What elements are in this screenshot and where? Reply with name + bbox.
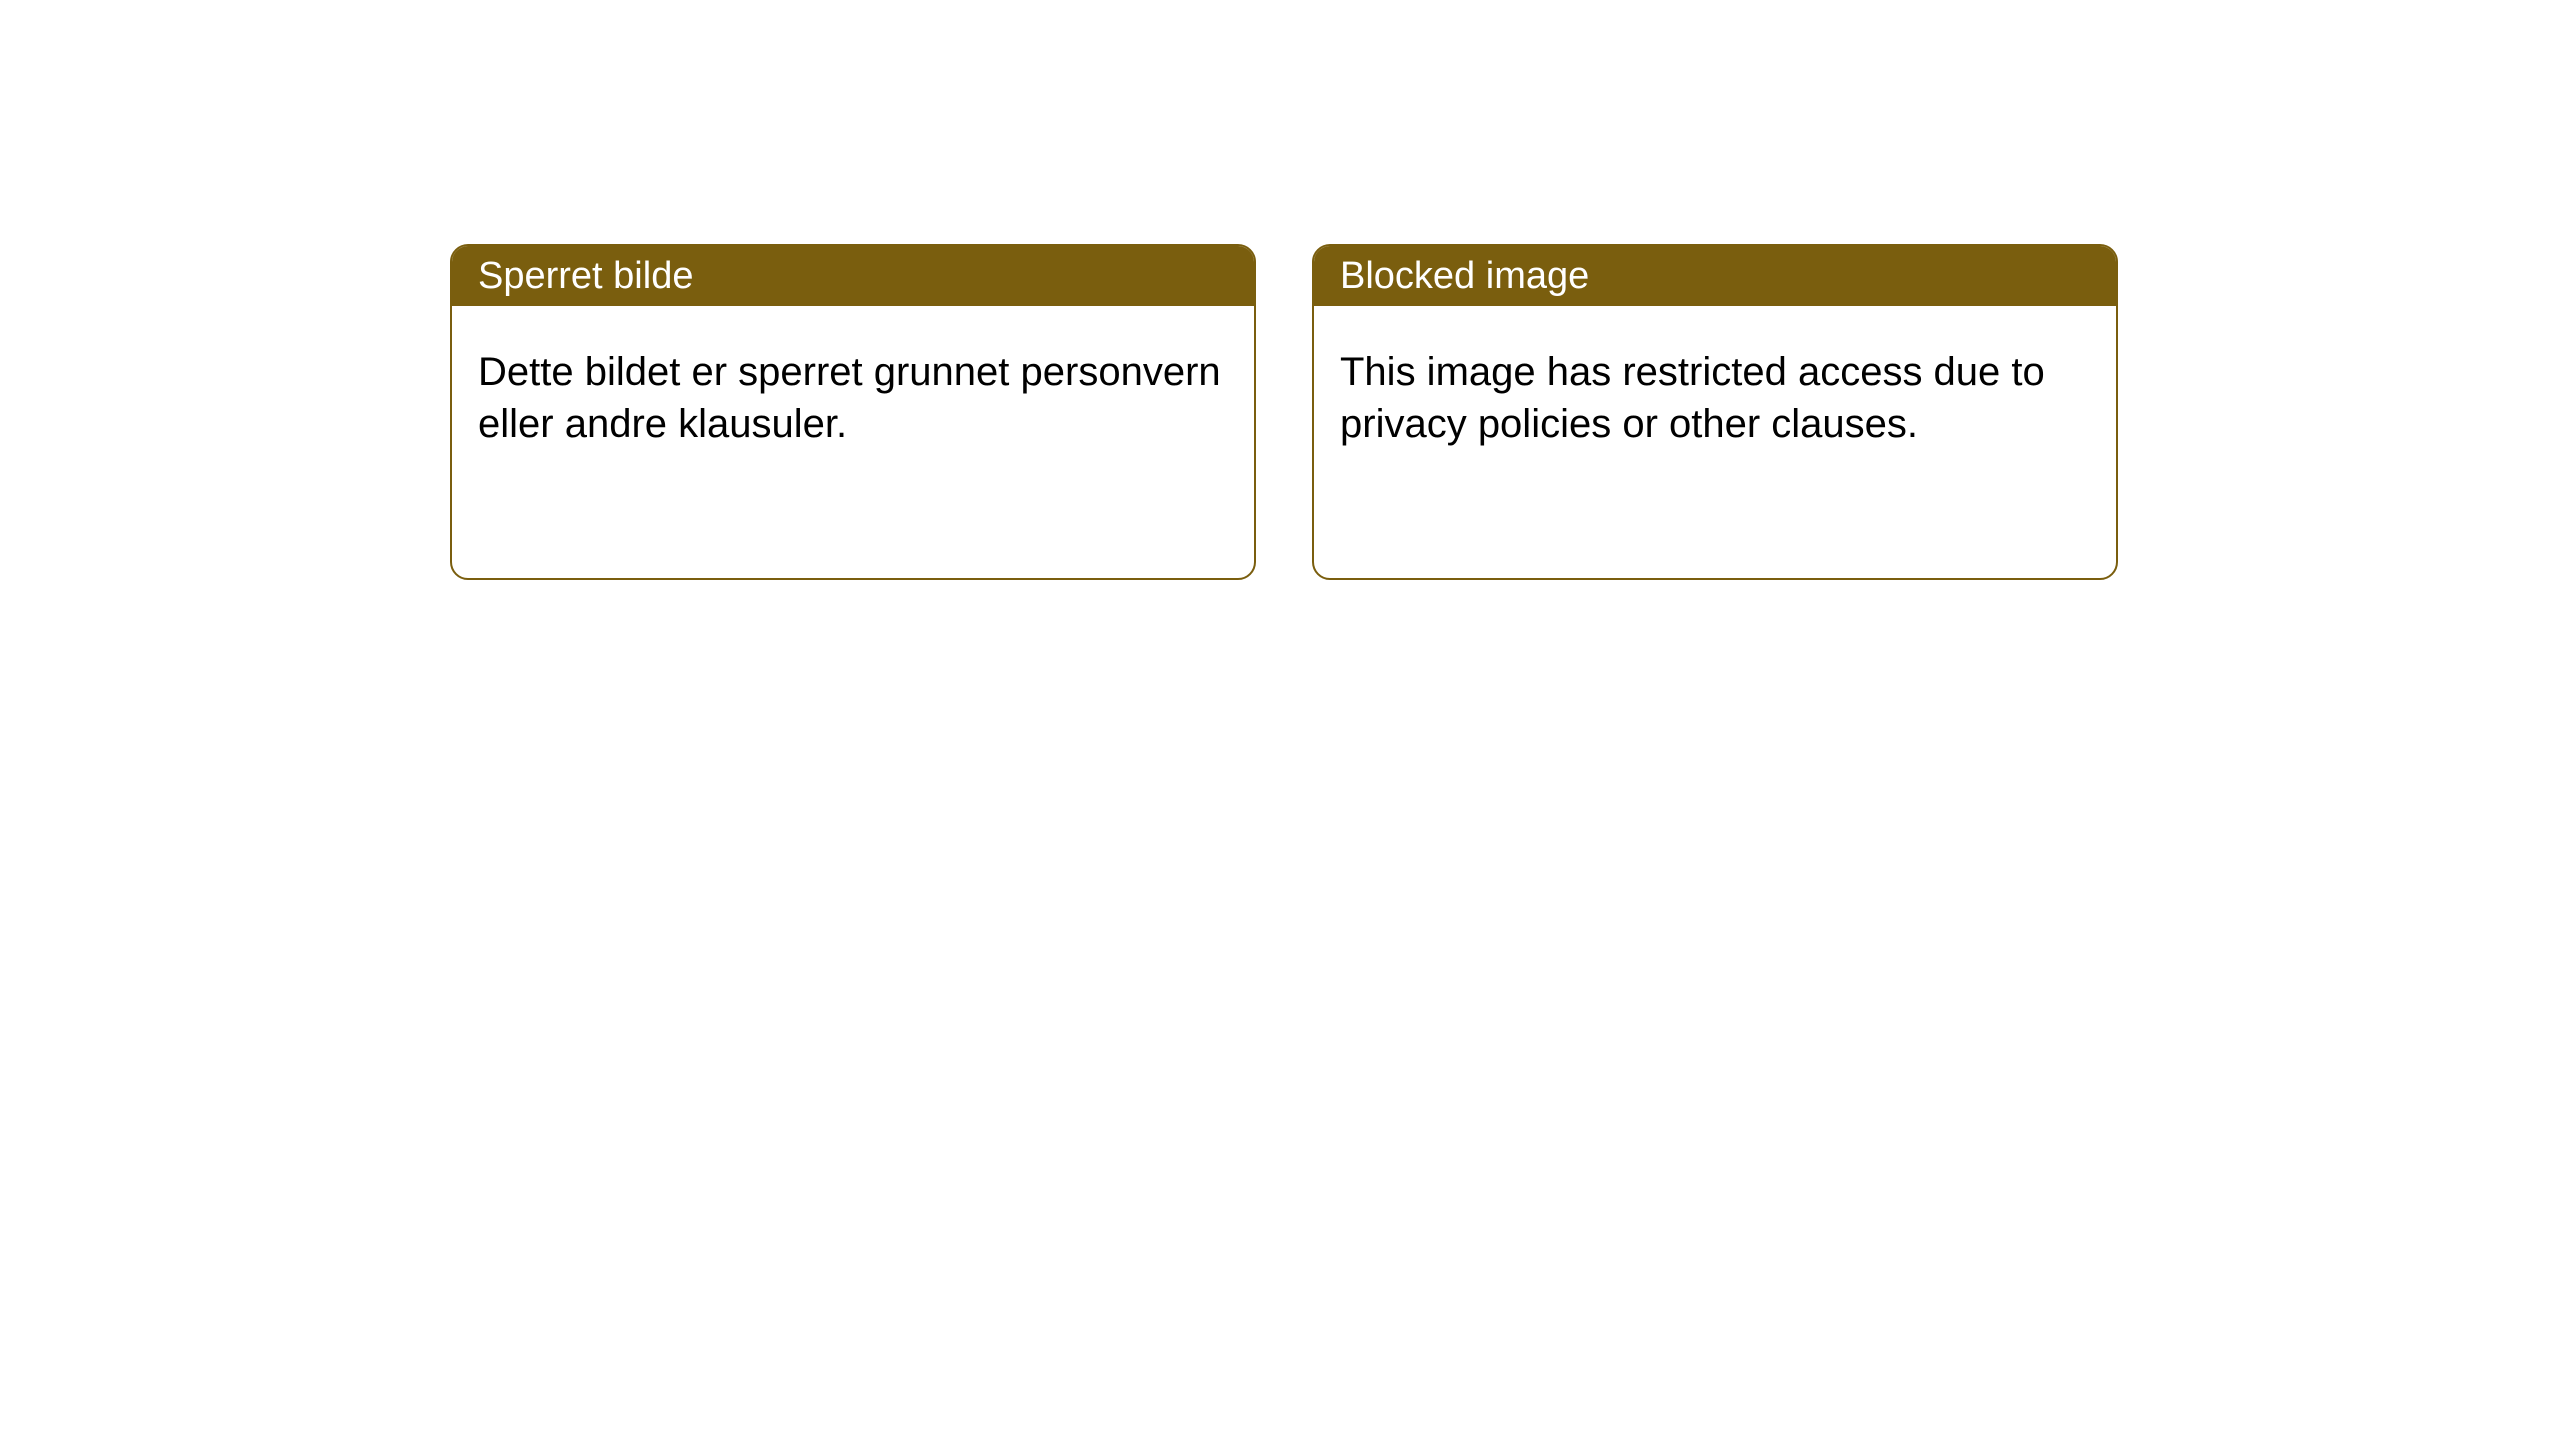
card-body-text: This image has restricted access due to … xyxy=(1340,350,2045,446)
card-body: Dette bildet er sperret grunnet personve… xyxy=(452,306,1254,490)
card-body: This image has restricted access due to … xyxy=(1314,306,2116,490)
notice-card-norwegian: Sperret bilde Dette bildet er sperret gr… xyxy=(450,244,1256,580)
notice-container: Sperret bilde Dette bildet er sperret gr… xyxy=(0,0,2560,580)
notice-card-english: Blocked image This image has restricted … xyxy=(1312,244,2118,580)
card-header-text: Blocked image xyxy=(1340,255,1589,298)
card-body-text: Dette bildet er sperret grunnet personve… xyxy=(478,350,1221,446)
card-header: Sperret bilde xyxy=(452,246,1254,306)
card-header-text: Sperret bilde xyxy=(478,255,693,298)
card-header: Blocked image xyxy=(1314,246,2116,306)
